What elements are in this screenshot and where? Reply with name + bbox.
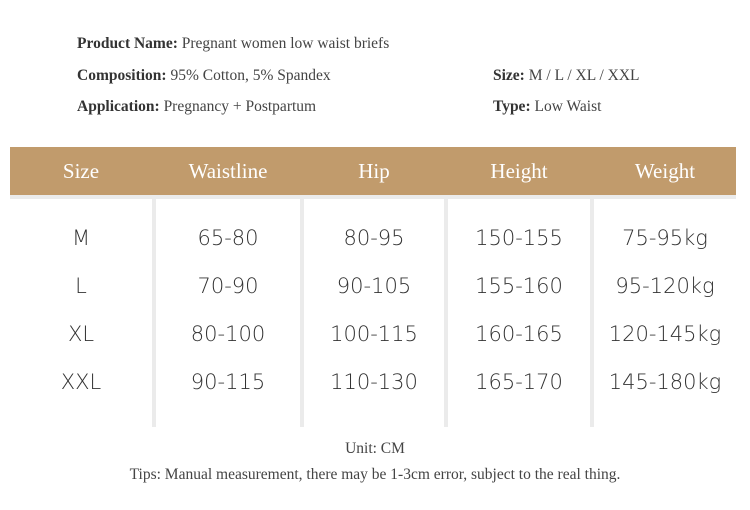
info-value: Pregnancy + Postpartum: [163, 98, 317, 115]
info-row: Product Name: Pregnant women low waist b…: [77, 35, 389, 53]
info-value: Pregnant women low waist briefs: [181, 35, 390, 52]
table-cell: 70-90: [197, 274, 259, 298]
table-cell: 80-100: [190, 322, 266, 346]
header-cell: Hip: [358, 159, 390, 183]
info-row: Size: M / L / XL / XXL: [493, 67, 640, 85]
table-cell: 75-95kg: [622, 226, 708, 250]
table-cell: 150-155: [475, 226, 563, 250]
unit-note: Unit: CM: [345, 440, 405, 457]
table-cell: XL: [67, 322, 95, 346]
table-column: [448, 199, 590, 427]
info-label: Application:: [77, 98, 160, 115]
table-cell: 155-160: [475, 274, 563, 298]
info-row: Application: Pregnancy + Postpartum: [77, 98, 316, 116]
table-cell: 120-145kg: [608, 322, 722, 346]
info-row: Composition: 95% Cotton, 5% Spandex: [77, 67, 331, 85]
header-cell: Size: [62, 159, 100, 183]
header-cell: Height: [490, 159, 548, 183]
table-cell: 100-115: [330, 322, 418, 346]
header-cell: Weight: [634, 159, 696, 183]
info-label: Product Name:: [77, 35, 178, 52]
info-label: Size:: [493, 67, 525, 84]
info-label: Type:: [493, 98, 531, 115]
table-cell: 90-105: [336, 274, 412, 298]
table-cell: 90-115: [190, 370, 266, 394]
table-cell: 95-120kg: [615, 274, 715, 298]
info-label: Composition:: [77, 67, 167, 84]
table-column: [304, 199, 444, 427]
table-cell: 145-180kg: [608, 370, 722, 394]
table-cell: XXL: [60, 370, 102, 394]
table-column: [594, 199, 736, 427]
table-cell: 165-170: [475, 370, 563, 394]
table-cell: 65-80: [197, 226, 259, 250]
table-cell: 160-165: [475, 322, 563, 346]
table-cell: L: [75, 274, 87, 298]
table-cell: 80-95: [343, 226, 405, 250]
info-value: Low Waist: [534, 98, 602, 115]
info-value: 95% Cotton, 5% Spandex: [170, 67, 331, 84]
table-header-bg: [10, 147, 736, 195]
table-cell: M: [71, 226, 91, 250]
tips-note: Tips: Manual measurement, there may be 1…: [129, 466, 621, 483]
info-value: M / L / XL / XXL: [528, 67, 640, 84]
table-column: [10, 199, 152, 427]
table-column: [156, 199, 300, 427]
info-row: Type: Low Waist: [493, 98, 601, 116]
table-cell: 110-130: [330, 370, 418, 394]
header-cell: Waistline: [188, 159, 268, 183]
